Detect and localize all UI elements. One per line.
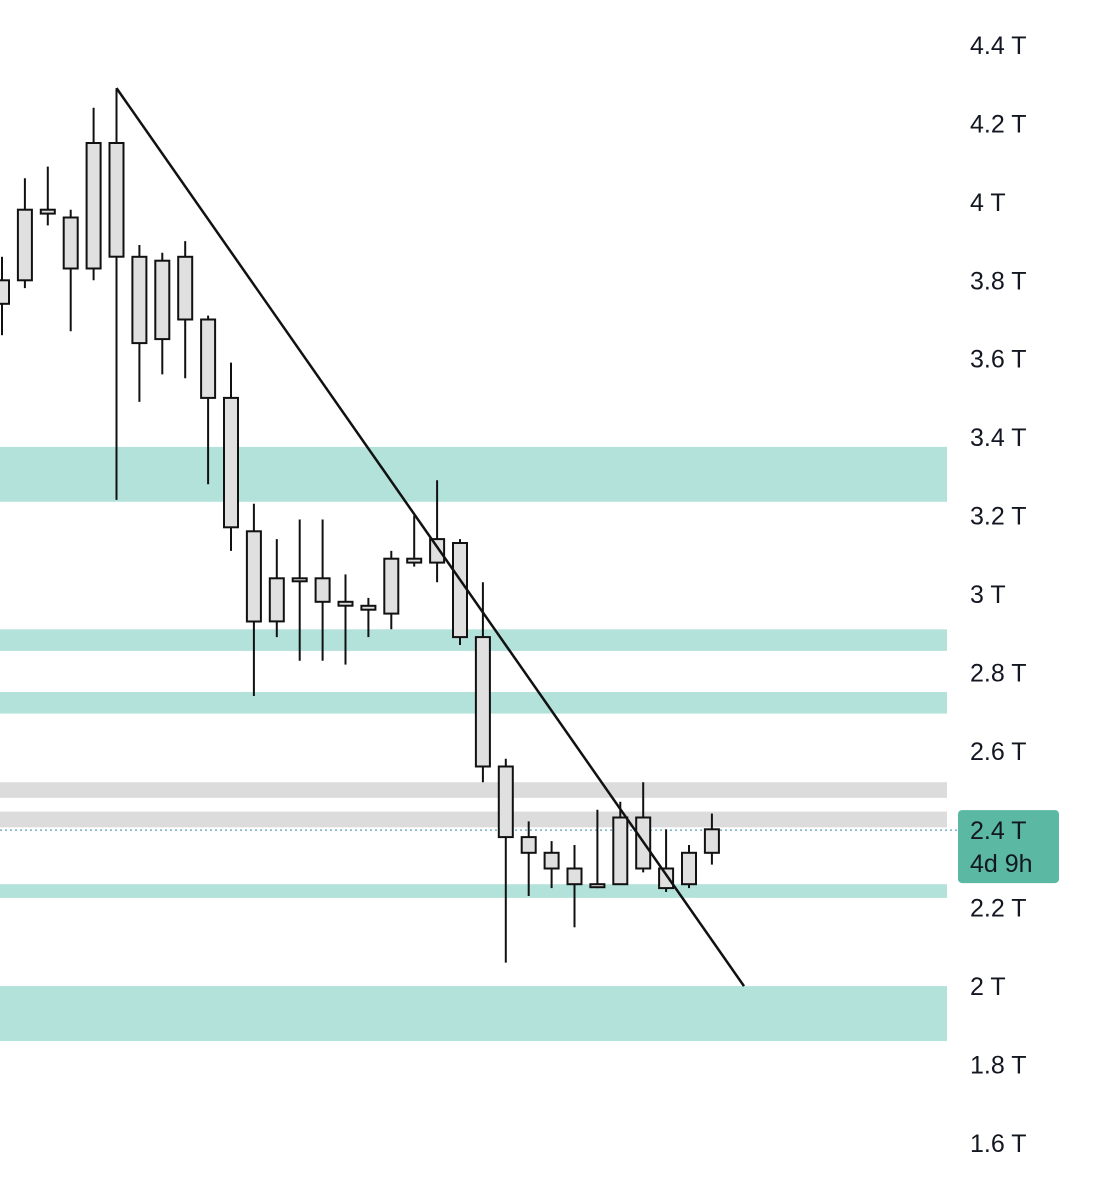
y-axis-tick-label: 2.2 T — [970, 895, 1027, 923]
candle-body — [520, 836, 537, 854]
candle — [612, 801, 629, 886]
candle-body — [177, 255, 194, 321]
candle-body — [337, 600, 354, 607]
trendline-layer[interactable] — [115, 87, 746, 987]
candle-body — [589, 883, 606, 889]
candle-body — [383, 557, 400, 615]
support-resistance-zone — [0, 446, 947, 502]
y-axis-tick-label: 1.6 T — [970, 1130, 1027, 1158]
candle — [108, 88, 125, 500]
y-axis-tick-label: 2.6 T — [970, 738, 1027, 766]
candle-body — [566, 867, 583, 886]
candle-body — [429, 538, 446, 564]
candle-body — [543, 851, 560, 870]
y-axis-tick-label: 2.8 T — [970, 659, 1027, 687]
candle — [429, 480, 446, 583]
candle — [245, 503, 262, 696]
y-axis-tick-label: 4.2 T — [970, 110, 1027, 138]
candle — [452, 539, 468, 645]
y-axis-tick-label: 3.2 T — [970, 503, 1027, 531]
candle-body — [406, 557, 423, 564]
candle-body — [0, 279, 10, 305]
candle — [131, 245, 148, 402]
candle — [589, 809, 606, 889]
candle-body — [154, 259, 171, 341]
downtrend-line[interactable] — [115, 87, 746, 987]
candle-body — [223, 396, 239, 529]
candle-body — [452, 542, 468, 639]
candle — [223, 362, 239, 551]
support-resistance-zone — [0, 884, 947, 898]
candle — [474, 582, 491, 783]
candle — [566, 845, 583, 928]
support-resistance-zone — [0, 986, 947, 1041]
candle-body — [16, 208, 33, 282]
support-resistance-zone — [0, 692, 947, 714]
candle — [39, 166, 56, 226]
y-axis[interactable]: 4.4 T 4.2 T 4 T 3.8 T 3.6 T 3.4 T 3.2 T 3 T 2.8 … — [970, 32, 1027, 1158]
candle — [0, 256, 10, 336]
candle-body — [658, 867, 675, 890]
candle — [543, 841, 560, 889]
candle — [497, 758, 514, 963]
candle-body — [314, 577, 331, 603]
candle — [177, 241, 194, 379]
y-axis-tick-label: 2 T — [970, 973, 1006, 1001]
candle — [16, 178, 33, 289]
candle-body — [474, 636, 491, 768]
candle-body — [268, 577, 285, 623]
candle-body — [131, 255, 148, 345]
candle — [360, 597, 377, 638]
y-axis-tick-label: 3.8 T — [970, 267, 1027, 295]
support-resistance-zone — [0, 629, 947, 651]
candles-layer — [0, 88, 720, 963]
candle-body — [245, 530, 262, 623]
candle — [314, 519, 331, 661]
candle-body — [497, 765, 514, 839]
candle-body — [681, 851, 697, 886]
candle-body — [85, 142, 102, 270]
y-axis-tick-label: 3.4 T — [970, 424, 1027, 452]
candle — [383, 550, 400, 630]
candle-body — [291, 577, 308, 583]
candle — [200, 315, 217, 485]
zones-layer — [0, 446, 947, 1041]
candle — [62, 209, 79, 332]
price-tag: 2.4 T 4d 9h — [958, 810, 1059, 884]
y-axis-tick-label: 4.4 T — [970, 32, 1027, 60]
candle-body — [39, 208, 56, 215]
price-tag-background — [958, 810, 1059, 884]
gray-zone — [0, 811, 947, 828]
candle — [154, 252, 171, 375]
candle — [85, 107, 102, 281]
gray-zone — [0, 782, 947, 798]
candle-body — [62, 216, 79, 270]
candle-body — [612, 816, 629, 886]
candle — [268, 539, 285, 638]
candle-body — [360, 604, 377, 611]
candle — [520, 821, 537, 896]
candle — [406, 515, 423, 567]
candle-body — [200, 318, 217, 399]
candle-body — [108, 142, 125, 258]
price-tag-countdown: 4d 9h — [970, 850, 1033, 878]
candle-body — [703, 828, 720, 854]
price-tag-price: 2.4 T — [970, 817, 1027, 845]
candle — [337, 574, 354, 665]
y-axis-tick-label: 3.6 T — [970, 346, 1027, 374]
y-axis-tick-label: 3 T — [970, 581, 1006, 609]
candle — [681, 845, 697, 889]
candle — [291, 519, 308, 661]
y-axis-tick-label: 1.8 T — [970, 1052, 1027, 1080]
candle — [703, 813, 720, 865]
candle — [658, 829, 675, 892]
y-axis-tick-label: 4 T — [970, 189, 1006, 217]
